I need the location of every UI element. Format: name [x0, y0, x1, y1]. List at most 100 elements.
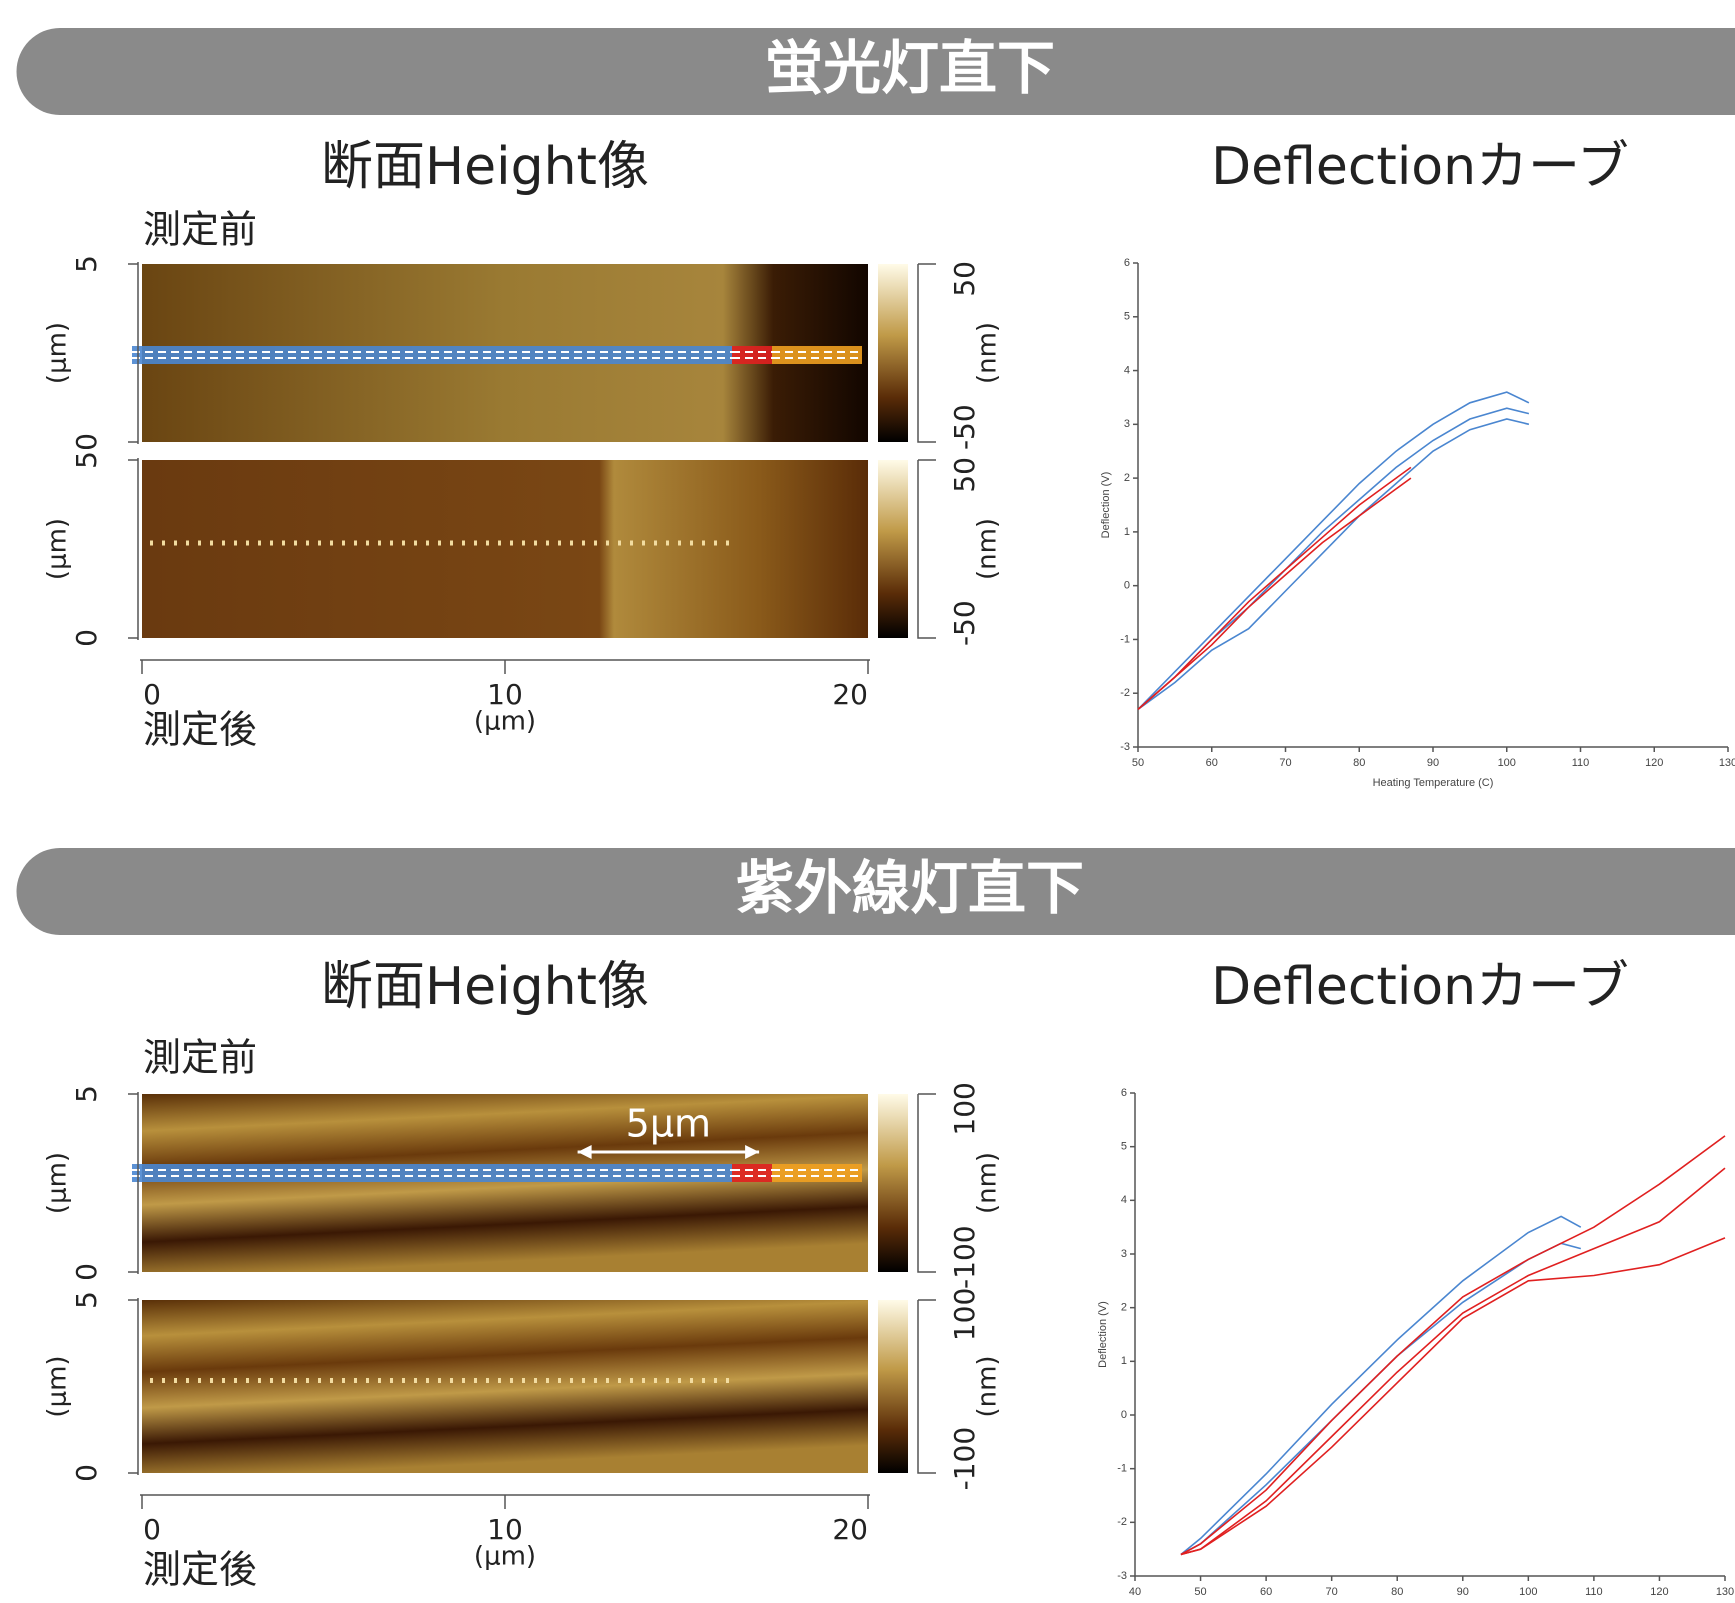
y-axis-label: (μm) — [43, 518, 73, 580]
colorbar-bracket — [918, 1094, 936, 1272]
x-tick-label: 50 — [1194, 1586, 1206, 1598]
panel-title: Deflectionカーブ — [1211, 957, 1629, 1017]
axes — [1138, 263, 1728, 747]
x-tick-label: 80 — [1391, 1586, 1403, 1598]
x-tick-label: 120 — [1645, 757, 1663, 769]
colorbar — [878, 264, 908, 442]
curve — [1181, 1216, 1581, 1554]
y-tick-label: 6 — [1121, 1087, 1127, 1099]
colorbar-tick-label: -100 — [948, 1225, 981, 1289]
y-tick-label: 5 — [70, 451, 103, 469]
label-before: 測定前 — [143, 1036, 257, 1080]
y-tick-label: 0 — [70, 1464, 103, 1482]
colorbar-tick-label: 50 — [948, 457, 981, 493]
curve — [1138, 419, 1529, 709]
colorbar-tick-label: -50 — [948, 404, 981, 450]
y-tick-label: 6 — [1124, 257, 1130, 269]
y-tick-label: 4 — [1121, 1194, 1127, 1206]
afm-image — [142, 1300, 868, 1473]
colorbar — [878, 1300, 908, 1473]
x-tick-label: 60 — [1206, 757, 1218, 769]
x-tick-label: 110 — [1572, 757, 1590, 769]
y-tick-label: 0 — [70, 1263, 103, 1281]
curve — [1138, 392, 1529, 709]
y-tick-label: 5 — [70, 1291, 103, 1309]
y-tick-label: 2 — [1121, 1302, 1127, 1314]
colorbar-label: (nm) — [973, 518, 1003, 580]
panel-title: 断面Height像 — [321, 137, 649, 197]
y-tick-label: -3 — [1117, 1570, 1127, 1582]
colorbar-tick-label: -50 — [948, 600, 981, 646]
x-tick-label: 60 — [1260, 1586, 1272, 1598]
colorbar-bracket — [918, 1300, 936, 1473]
curve — [1181, 1136, 1725, 1555]
label-after: 測定後 — [143, 708, 257, 752]
figure: 蛍光灯直下断面Height像Deflectionカーブ測定前測定後05(μm)-… — [0, 0, 1735, 1603]
x-tick-label: 130 — [1719, 757, 1735, 769]
x-tick-label: 50 — [1132, 757, 1144, 769]
colorbar — [878, 460, 908, 638]
x-tick-label: 40 — [1129, 1586, 1141, 1598]
scan-line — [132, 1164, 732, 1182]
x-tick-label: 80 — [1353, 757, 1365, 769]
y-tick-label: 5 — [1121, 1141, 1127, 1153]
x-tick-label: 110 — [1585, 1586, 1603, 1598]
x-tick-label: 90 — [1457, 1586, 1469, 1598]
x-axis-label: (μm) — [474, 707, 536, 737]
section-title: 紫外線灯直下 — [736, 854, 1084, 922]
x-tick-label: 130 — [1716, 1586, 1734, 1598]
colorbar-label: (nm) — [973, 322, 1003, 384]
y-tick-label: -2 — [1120, 687, 1130, 699]
y-axis-label: Deflection (V) — [1100, 472, 1112, 539]
scan-line — [732, 1164, 772, 1182]
colorbar — [878, 1094, 908, 1272]
colorbar-tick-label: 100 — [948, 1288, 981, 1341]
y-axis-label: Deflection (V) — [1097, 1301, 1109, 1368]
afm-image — [142, 460, 868, 638]
x-tick-label: 0 — [143, 678, 161, 711]
y-tick-label: 5 — [70, 255, 103, 273]
colorbar-bracket — [918, 264, 936, 442]
y-tick-label: 1 — [1121, 1355, 1127, 1367]
panel-title: 断面Height像 — [321, 957, 649, 1017]
curve — [1181, 1238, 1725, 1555]
x-axis-label: (μm) — [474, 1542, 536, 1572]
y-tick-label: 0 — [1124, 580, 1130, 592]
x-tick-label: 0 — [143, 1513, 161, 1546]
y-tick-label: 0 — [70, 433, 103, 451]
afm-image — [142, 1094, 868, 1272]
colorbar-tick-label: 50 — [948, 261, 981, 297]
curve — [1138, 478, 1411, 709]
panel-title: Deflectionカーブ — [1211, 137, 1629, 197]
colorbar-label: (nm) — [973, 1152, 1003, 1214]
scale-bar-label: 5μm — [626, 1102, 711, 1146]
scan-line — [772, 346, 862, 364]
y-tick-label: -2 — [1117, 1516, 1127, 1528]
x-tick-label: 20 — [832, 1513, 868, 1546]
x-tick-label: 90 — [1427, 757, 1439, 769]
scan-line — [732, 346, 772, 364]
section-title: 蛍光灯直下 — [765, 34, 1055, 102]
y-tick-label: -1 — [1120, 633, 1130, 645]
x-tick-label: 120 — [1650, 1586, 1668, 1598]
y-tick-label: 5 — [70, 1085, 103, 1103]
y-tick-label: 0 — [1121, 1409, 1127, 1421]
y-axis-label: (μm) — [43, 322, 73, 384]
y-tick-label: 4 — [1124, 364, 1130, 376]
x-tick-label: 20 — [832, 678, 868, 711]
x-tick-label: 100 — [1498, 757, 1516, 769]
scan-line — [132, 346, 732, 364]
colorbar-bracket — [918, 460, 936, 638]
y-tick-label: 3 — [1124, 418, 1130, 430]
y-tick-label: 2 — [1124, 472, 1130, 484]
scan-line — [772, 1164, 862, 1182]
x-axis-label: Heating Temperature (C) — [1373, 777, 1494, 789]
axes — [1135, 1093, 1725, 1576]
y-tick-label: 5 — [1124, 311, 1130, 323]
y-tick-label: -3 — [1120, 741, 1130, 753]
colorbar-tick-label: -100 — [948, 1427, 981, 1491]
y-tick-label: 1 — [1124, 526, 1130, 538]
colorbar-tick-label: 100 — [948, 1082, 981, 1135]
x-tick-label: 70 — [1279, 757, 1291, 769]
colorbar-label: (nm) — [973, 1355, 1003, 1417]
